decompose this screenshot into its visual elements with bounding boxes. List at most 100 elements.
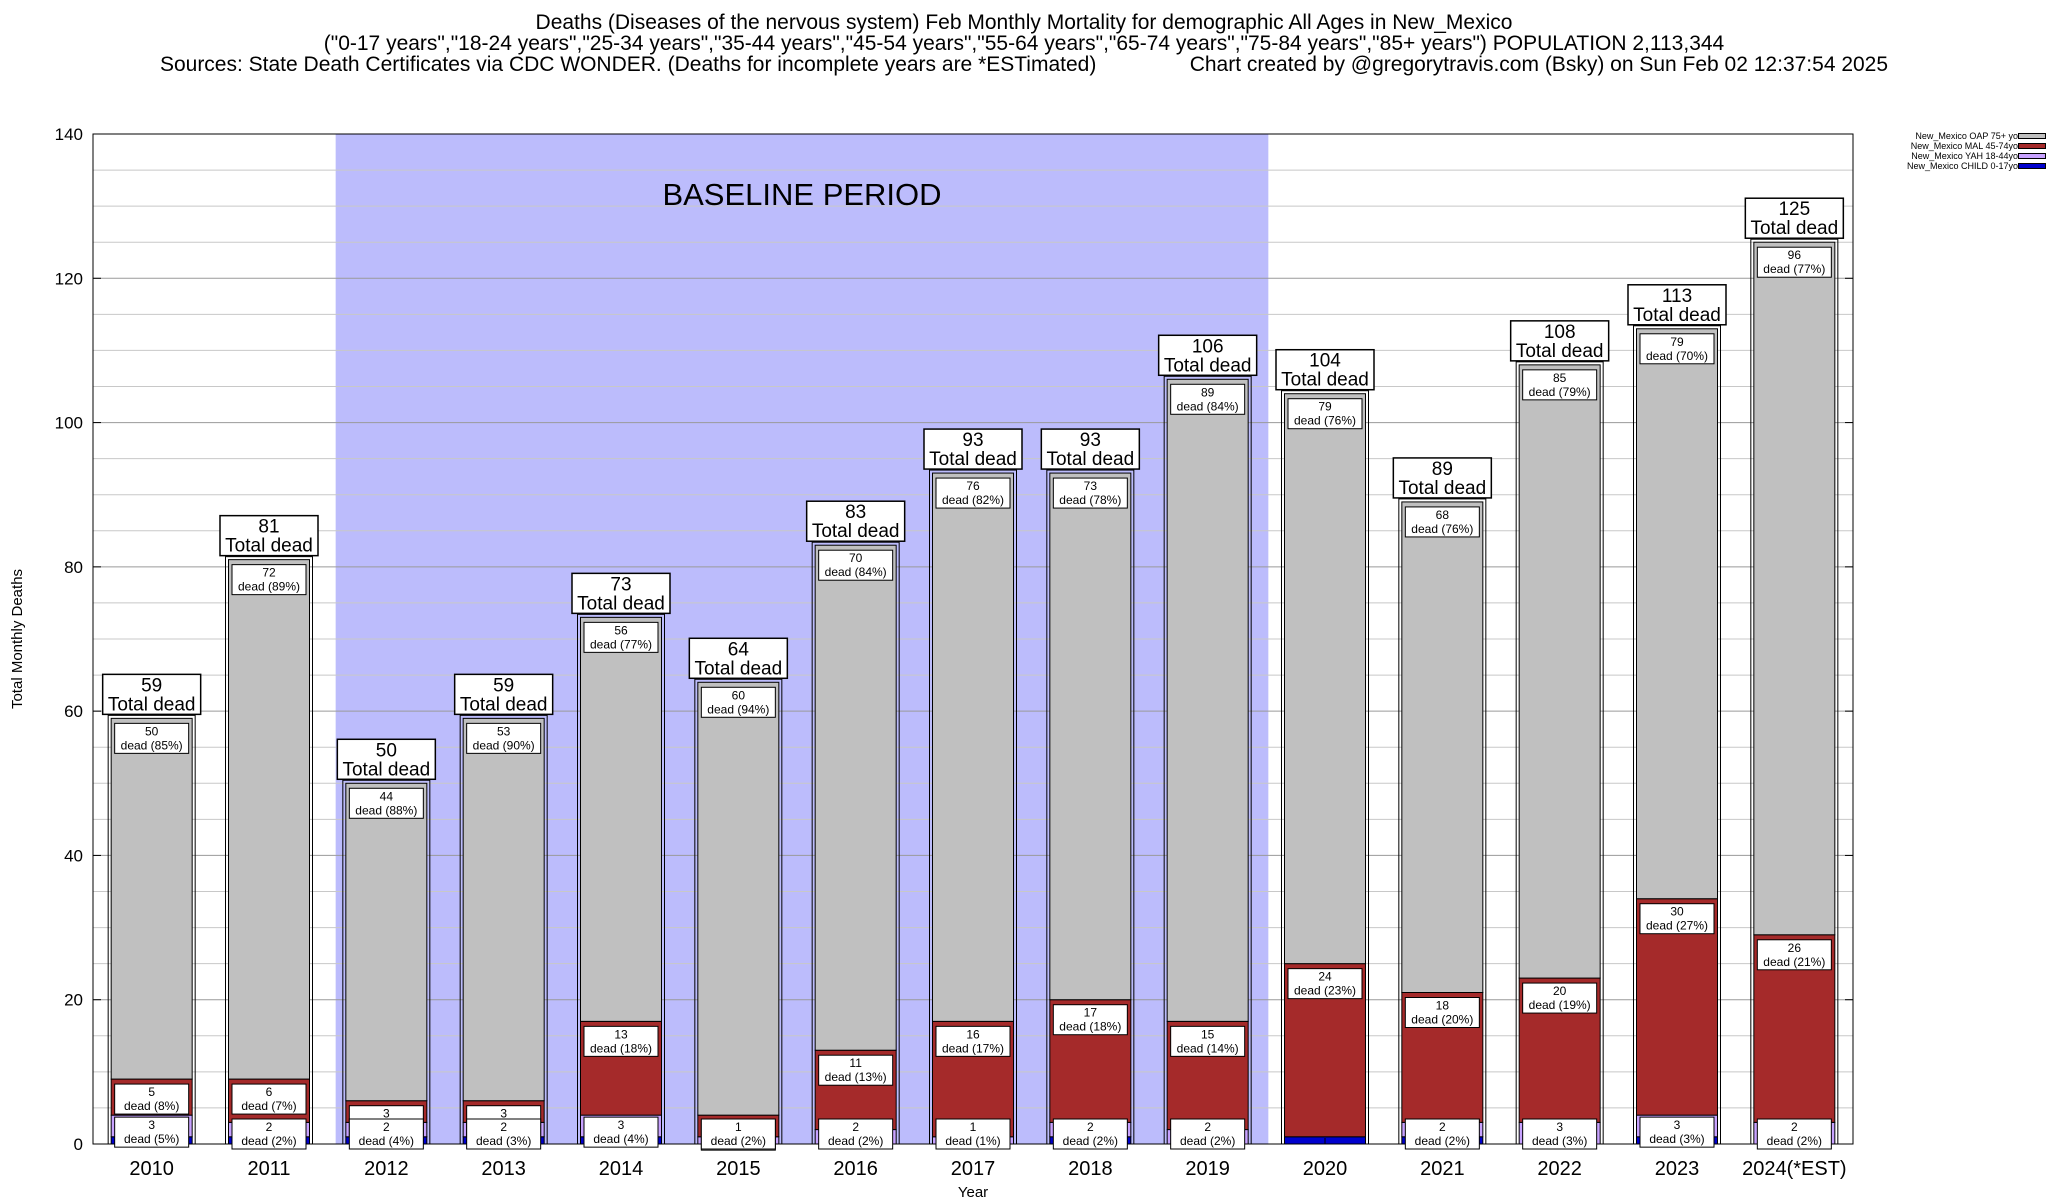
total-value: 113 [1662, 286, 1692, 307]
yah-label-pct: dead (2%) [1415, 1134, 1470, 1148]
mal-label-count: 16 [966, 1027, 980, 1041]
legend-swatch [2018, 133, 2046, 139]
oap-label-count: 73 [1084, 479, 1098, 493]
oap-label-pct: dead (76%) [1411, 522, 1473, 536]
legend-label: New_Mexico OAP 75+ yo [1915, 131, 2018, 141]
bar-segment [814, 544, 897, 1051]
mal-label-box [1639, 903, 1715, 935]
yah-label-box [348, 1118, 424, 1150]
oap-label-pct: dead (79%) [1529, 385, 1591, 399]
oap-label-box [700, 686, 776, 718]
oap-label-count: 96 [1788, 248, 1802, 262]
total-label: Total dead [1516, 341, 1604, 362]
x-tick-label: 2012 [364, 1158, 409, 1180]
yah-label-count: 3 [148, 1118, 155, 1132]
mal-label-pct: dead (20%) [1411, 1013, 1473, 1027]
x-tick-label: 2024(*EST) [1742, 1158, 1847, 1180]
oap-label-count: 89 [1201, 385, 1215, 399]
mal-label-pct: dead (17%) [942, 1041, 1004, 1055]
total-label: Total dead [812, 521, 900, 542]
oap-label-pct: dead (90%) [473, 738, 535, 752]
total-label: Total dead [577, 593, 665, 614]
mal-label-pct: dead (8%) [124, 1099, 179, 1113]
oap-label-count: 60 [732, 688, 746, 702]
mal-label-count: 3 [383, 1107, 390, 1121]
legend-label: New_Mexico YAH 18-44yo [1911, 151, 2018, 161]
total-label-box [688, 637, 789, 680]
yah-label-box [818, 1118, 894, 1150]
legend-label: New_Mexico MAL 45-74yo [1910, 141, 2018, 151]
x-tick-label: 2017 [951, 1158, 996, 1180]
legend-item: New_Mexico OAP 75+ yo [1860, 131, 2048, 141]
oap-label-count: 79 [1670, 335, 1684, 349]
yah-label-box [935, 1118, 1011, 1150]
yah-label-pct: dead (3%) [1649, 1132, 1704, 1146]
bar-segment [1753, 241, 1836, 936]
oap-label-box [1287, 398, 1363, 430]
oap-label-box [466, 722, 542, 754]
total-label-box [923, 428, 1023, 470]
total-value: 106 [1192, 336, 1224, 357]
total-label-box [1744, 197, 1845, 239]
mal-label-count: 30 [1670, 905, 1684, 919]
total-value: 50 [376, 740, 397, 761]
yah-label-pct: dead (3%) [1532, 1134, 1587, 1148]
bar-segment [462, 717, 545, 1102]
yah-label-pct: dead (1%) [945, 1134, 1000, 1148]
mal-label-box [935, 1025, 1011, 1057]
bar-segment [1636, 328, 1718, 900]
total-label: Total dead [1164, 355, 1252, 376]
total-label: Total dead [1281, 370, 1369, 391]
bar-segment [580, 616, 662, 1022]
yah-label-pct: dead (5%) [124, 1132, 179, 1146]
x-tick-label: 2010 [129, 1158, 174, 1180]
chart-credit: Chart created by @gregorytravis.com (Bsk… [1189, 53, 1889, 76]
x-tick-label: 2011 [247, 1158, 290, 1180]
yah-label-pct: dead (2%) [1063, 1134, 1118, 1148]
yah-label-count: 2 [1204, 1120, 1211, 1134]
y-tick-label: 40 [64, 846, 83, 865]
total-label: Total dead [694, 658, 782, 679]
legend-item: New_Mexico MAL 45-74yo [1860, 141, 2048, 151]
oap-label-box [1522, 369, 1598, 401]
yah-label-pct: dead (2%) [711, 1134, 766, 1148]
oap-label-box [1170, 383, 1246, 415]
total-label: Total dead [342, 759, 430, 780]
total-label: Total dead [108, 694, 196, 715]
bar-segment [1401, 501, 1484, 993]
yah-label-pct: dead (4%) [593, 1132, 648, 1146]
oap-label-box [231, 564, 307, 596]
mal-label-box [1756, 939, 1832, 971]
total-label-box [805, 500, 906, 542]
bar-segment [228, 559, 310, 1080]
mal-label-box [114, 1083, 190, 1115]
oap-label-count: 53 [497, 724, 511, 738]
mal-label-count: 24 [1318, 970, 1332, 984]
y-tick-label: 20 [64, 991, 83, 1010]
oap-label-count: 79 [1318, 400, 1332, 414]
baseline-period-label: BASELINE PERIOD [662, 177, 941, 212]
x-tick-label: 2014 [599, 1158, 644, 1180]
chart-sources: Sources: State Death Certificates via CD… [159, 53, 1097, 76]
oap-label-pct: dead (84%) [825, 565, 887, 579]
mal-label-pct: dead (21%) [1763, 955, 1825, 969]
legend-swatch [2018, 143, 2046, 149]
chart-subtitle: ("0-17 years","18-24 years","25-34 years… [323, 32, 1725, 55]
yah-label-box [1170, 1118, 1246, 1150]
bar-segment [697, 681, 780, 1116]
oap-label-box [1756, 246, 1832, 278]
yah-label-box [583, 1116, 659, 1148]
bar-segment [932, 472, 1014, 1022]
bar-segment [1166, 378, 1249, 1022]
total-label-box [1627, 284, 1727, 326]
y-tick-label: 80 [64, 558, 83, 577]
mal-label-count: 13 [614, 1027, 628, 1041]
total-value: 104 [1309, 351, 1341, 372]
mal-label-box [231, 1083, 307, 1115]
yah-label-box [1052, 1118, 1128, 1150]
yah-label-box [1639, 1116, 1715, 1148]
oap-label-pct: dead (70%) [1646, 349, 1708, 363]
mal-label-pct: dead (19%) [1529, 998, 1591, 1012]
yah-label-box [466, 1118, 542, 1150]
mal-label-box [818, 1054, 894, 1086]
